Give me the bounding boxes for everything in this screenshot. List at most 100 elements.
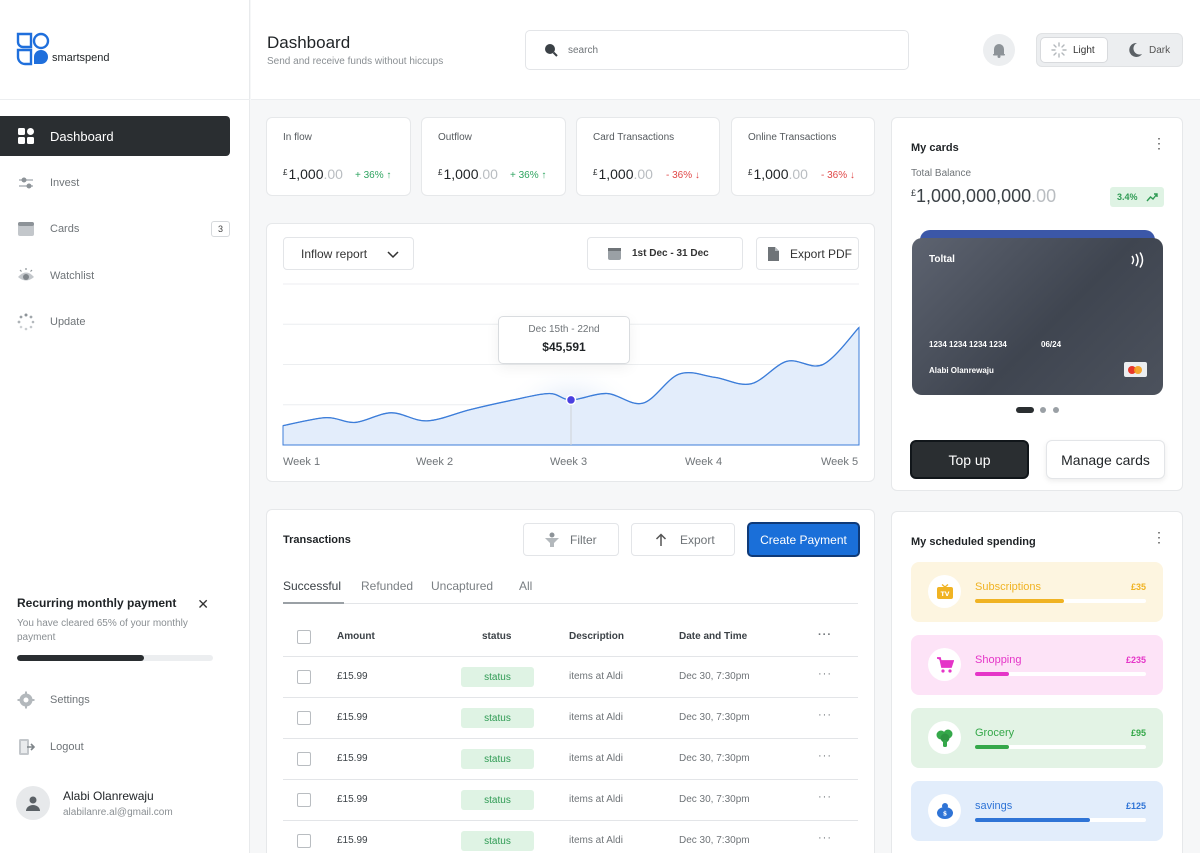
row-more-icon[interactable]: ··· xyxy=(818,791,832,803)
table-row[interactable]: £15.99 status items at Aldi Dec 30, 7:30… xyxy=(283,780,858,821)
currency-symbol: £ xyxy=(438,168,443,177)
column-header-amount: Amount xyxy=(337,631,375,642)
document-icon xyxy=(768,246,779,261)
row-date: Dec 30, 7:30pm xyxy=(679,835,750,846)
scheduled-item-shopping[interactable]: Shopping £235 xyxy=(911,635,1163,695)
table-header: Amount status Description Date and Time … xyxy=(283,619,858,657)
stat-decimals: .00 xyxy=(633,166,653,182)
report-type-select[interactable]: Inflow report xyxy=(283,237,414,270)
eye-icon xyxy=(18,267,34,280)
select-all-checkbox[interactable] xyxy=(297,630,311,644)
theme-light-option[interactable]: Light xyxy=(1040,37,1108,63)
theme-light-label: Light xyxy=(1073,44,1095,56)
user-profile[interactable]: Alabi Olanrewaju alabilanre.al@gmail.com xyxy=(16,786,173,820)
scheduled-amount: £235 xyxy=(1125,655,1146,665)
table-row[interactable]: £15.99 status items at Aldi Dec 30, 7:30… xyxy=(283,698,858,739)
transaction-tabs: Successful Refunded Uncaptured All xyxy=(283,574,858,604)
tab-all[interactable]: All xyxy=(519,579,533,593)
carousel-dot-active[interactable] xyxy=(1016,407,1034,413)
table-row[interactable]: £15.99 status items at Aldi Dec 30, 7:30… xyxy=(283,821,858,853)
avatar xyxy=(16,786,50,820)
close-icon[interactable]: ✕ xyxy=(197,596,209,612)
transactions-title: Transactions xyxy=(283,534,351,546)
row-checkbox[interactable] xyxy=(297,752,311,766)
scheduled-spending-panel: My scheduled spending ⋮ TV Subscriptions… xyxy=(891,511,1183,853)
x-tick-label: Week 5 xyxy=(821,456,859,468)
balance-decimals: .00 xyxy=(1031,186,1057,206)
row-more-icon[interactable]: ··· xyxy=(818,668,832,680)
row-more-icon[interactable]: ··· xyxy=(818,750,832,762)
user-icon xyxy=(26,796,40,811)
filter-label: Filter xyxy=(570,532,597,547)
tab-uncaptured[interactable]: Uncaptured xyxy=(431,579,494,593)
tooltip-value: $45,591 xyxy=(542,340,586,354)
brand-logo[interactable]: smartspend xyxy=(16,32,109,66)
balance-amount: 1,000,000,000 xyxy=(916,186,1032,206)
tab-refunded[interactable]: Refunded xyxy=(361,579,414,593)
row-checkbox[interactable] xyxy=(297,711,311,725)
manage-cards-button[interactable]: Manage cards xyxy=(1046,440,1165,479)
column-header-date: Date and Time xyxy=(679,631,748,642)
sidebar-item-watchlist[interactable]: Watchlist xyxy=(0,256,250,296)
sidebar-item-dashboard[interactable]: Dashboard xyxy=(0,116,230,156)
bank-card[interactable]: Toltal 1234 1234 1234 1234 06/24 Alabi O… xyxy=(912,230,1163,395)
create-payment-button[interactable]: Create Payment xyxy=(747,522,860,557)
stat-decimals: .00 xyxy=(478,166,498,182)
moon-icon xyxy=(1129,42,1142,57)
svg-text:$: $ xyxy=(942,810,946,817)
currency-symbol: £ xyxy=(593,168,598,177)
row-more-icon[interactable]: ··· xyxy=(818,832,832,844)
card-number: 1234 1234 1234 1234 xyxy=(929,340,1007,349)
stat-change: - 36% ↓ xyxy=(666,170,700,181)
row-checkbox[interactable] xyxy=(297,834,311,848)
inflow-area-chart[interactable] xyxy=(267,224,876,483)
row-amount: £15.99 xyxy=(337,794,368,805)
row-checkbox[interactable] xyxy=(297,793,311,807)
more-options-icon[interactable]: ⋮ xyxy=(1152,135,1166,151)
scheduled-progress-fill xyxy=(975,672,1010,676)
filter-button[interactable]: Filter xyxy=(523,523,619,556)
sidebar-item-update[interactable]: Update xyxy=(0,302,250,342)
scheduled-label: savings xyxy=(975,800,1013,812)
table-row[interactable]: £15.99 status items at Aldi Dec 30, 7:30… xyxy=(283,739,858,780)
export-button[interactable]: Export xyxy=(631,523,735,556)
sidebar-item-invest[interactable]: Invest xyxy=(0,163,250,203)
carousel-dot[interactable] xyxy=(1040,407,1046,413)
recurring-progress-fill xyxy=(17,655,145,661)
status-badge: status xyxy=(461,831,534,851)
carousel-dot[interactable] xyxy=(1053,407,1059,413)
sun-icon xyxy=(1051,42,1067,58)
sidebar-item-settings[interactable]: Settings xyxy=(0,680,250,720)
export-pdf-button[interactable]: Export PDF xyxy=(756,237,859,270)
more-options-icon[interactable]: ⋮ xyxy=(1152,529,1166,545)
scheduled-item-subscriptions[interactable]: TV Subscriptions £35 xyxy=(911,562,1163,622)
search-icon xyxy=(545,44,558,57)
stat-decimals: .00 xyxy=(323,166,343,182)
table-row[interactable]: £15.99 status items at Aldi Dec 30, 7:30… xyxy=(283,657,858,698)
notification-button[interactable] xyxy=(983,34,1015,66)
cards-count-badge: 3 xyxy=(211,221,230,237)
tab-successful[interactable]: Successful xyxy=(283,579,342,593)
scheduled-item-savings[interactable]: $ savings £125 xyxy=(911,781,1163,841)
theme-dark-option[interactable]: Dark xyxy=(1125,37,1170,63)
search-input[interactable]: search xyxy=(525,30,909,70)
my-cards-title: My cards xyxy=(911,142,959,154)
top-up-button[interactable]: Top up xyxy=(910,440,1029,479)
row-checkbox[interactable] xyxy=(297,670,311,684)
stat-value: £1,000.00 xyxy=(438,166,498,182)
currency-symbol: £ xyxy=(911,188,917,198)
stat-value: £1,000.00 xyxy=(283,166,343,182)
status-badge: status xyxy=(461,749,534,769)
date-range-picker[interactable]: 1st Dec - 31 Dec xyxy=(587,237,743,270)
row-more-icon[interactable]: ··· xyxy=(818,709,832,721)
sidebar-item-cards[interactable]: Cards 3 xyxy=(0,209,250,249)
sidebar-nav: Dashboard Invest Cards 3 Watchlist xyxy=(0,116,250,349)
loading-spinner-icon xyxy=(17,313,35,331)
recurring-payment-card: Recurring monthly payment ✕ You have cle… xyxy=(17,596,213,661)
scheduled-item-grocery[interactable]: Grocery £95 xyxy=(911,708,1163,768)
sidebar-item-logout[interactable]: Logout xyxy=(0,727,250,767)
active-tab-indicator xyxy=(283,602,344,604)
column-options-icon[interactable]: ··· xyxy=(818,629,832,641)
highlight-data-point[interactable] xyxy=(565,394,577,406)
user-email: alabilanre.al@gmail.com xyxy=(63,806,173,818)
